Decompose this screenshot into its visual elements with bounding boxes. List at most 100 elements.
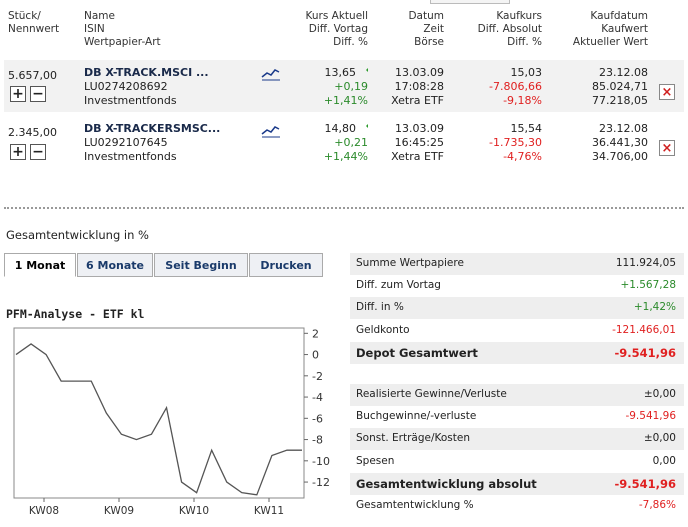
y-tick-label: -6 — [312, 412, 323, 425]
up-arrow-icon — [361, 68, 368, 75]
chart-link-icon[interactable] — [261, 67, 281, 81]
summary-value: -9.541,96 — [625, 410, 676, 423]
remove-button[interactable]: × — [659, 140, 675, 156]
summary-value: ±0,00 — [643, 432, 676, 445]
position-kaufwert: 85.024,71 — [592, 80, 648, 93]
position-zeit: 16:45:25 — [394, 136, 444, 149]
position-row — [4, 116, 684, 168]
plus-button[interactable]: + — [10, 144, 26, 160]
minus-button[interactable]: − — [30, 144, 46, 160]
position-diff-abs-pct: -4,76% — [503, 150, 542, 163]
position-diff-pct: +1,41% — [323, 94, 368, 107]
position-isin: LU0292107645 — [84, 136, 168, 149]
x-tick-label: KW11 — [254, 505, 284, 517]
section-title: Gesamtentwicklung in % — [6, 228, 149, 242]
summary-label: Buchgewinne/-verluste — [356, 410, 477, 423]
position-diff-vortag: +0,19 — [334, 80, 368, 93]
chart-title: PFM-Analyse - ETF kl — [6, 307, 145, 321]
y-tick-label: -8 — [312, 434, 323, 447]
summary-value: +1,42% — [633, 301, 676, 314]
y-tick-label: -10 — [312, 455, 330, 468]
series-line — [15, 343, 302, 496]
chart-link-icon[interactable] — [261, 124, 281, 138]
position-datum: 13.03.09 — [395, 122, 444, 135]
x-tick-label: KW09 — [104, 505, 134, 517]
summary-value: 111.924,05 — [615, 257, 676, 269]
summary-value: -121.466,01 — [612, 323, 676, 336]
summary-row: Gesamtentwicklung absolut -9.541,96 — [350, 472, 684, 495]
header-datum: Datum Zeit Börse — [408, 10, 444, 48]
position-diff-abs-pct: -9,18% — [503, 94, 542, 107]
position-aktueller-wert: 77.218,05 — [592, 94, 648, 107]
summary-label: Sonst. Erträge/Kosten — [356, 432, 470, 445]
summary-row: Buchgewinne/-verluste -9.541,96 — [350, 406, 684, 428]
position-kaufkurs: 15,03 — [510, 66, 543, 79]
summary-row: Spesen 0,00 — [350, 451, 684, 473]
summary-label: Diff. zum Vortag — [356, 279, 441, 292]
position-isin: LU0274208692 — [84, 80, 168, 93]
tab-1-monat[interactable]: 1 Monat — [4, 253, 76, 277]
position-diff-abs: -7.806,66 — [489, 80, 542, 93]
summary-value: 0,00 — [652, 454, 676, 467]
y-tick-label: 0 — [312, 349, 319, 362]
minus-button[interactable]: − — [30, 86, 46, 102]
summary-value: -9.541,96 — [614, 345, 676, 360]
position-diff-abs: -1.735,30 — [489, 136, 542, 149]
position-kaufdatum: 23.12.08 — [599, 66, 648, 79]
position-type: Investmentfonds — [84, 94, 177, 107]
position-kurs: 14,80 — [324, 122, 357, 135]
plus-button[interactable]: + — [10, 86, 26, 102]
position-datum: 13.03.09 — [395, 66, 444, 79]
y-tick-label: -12 — [312, 476, 330, 489]
header-kaufdatum: Kaufdatum Kaufwert Aktueller Wert — [572, 10, 648, 48]
position-kaufwert: 36.441,30 — [592, 136, 648, 149]
position-kaufkurs: 15,54 — [510, 122, 543, 135]
summary-label: Depot Gesamtwert — [356, 345, 478, 360]
tab-seit-beginn[interactable]: Seit Beginn — [154, 253, 248, 277]
summary-label: Gesamtentwicklung % — [356, 499, 474, 511]
summary-label: Realisierte Gewinne/Verluste — [356, 388, 507, 400]
position-zeit: 17:08:28 — [394, 80, 444, 93]
tab-6-monate[interactable]: 6 Monate — [77, 253, 153, 277]
position-qty: 5.657,00 — [8, 69, 57, 82]
summary-label: Summe Wertpapiere — [356, 257, 464, 269]
remove-button[interactable]: × — [659, 84, 675, 100]
summary-row: Sonst. Erträge/Kosten ±0,00 — [350, 428, 684, 451]
chart-frame — [13, 327, 305, 499]
position-type: Investmentfonds — [84, 150, 177, 163]
position-boerse: Xetra ETF — [391, 150, 444, 163]
summary-label: Geldkonto — [356, 323, 410, 336]
summary-row: Summe Wertpapiere 111.924,05 — [350, 253, 684, 275]
summary-row: Gesamtentwicklung % -7,86% — [350, 495, 684, 517]
summary-label: Gesamtentwicklung absolut — [356, 476, 537, 491]
header-kurs: Kurs Aktuell Diff. Vortag Diff. % — [305, 10, 368, 48]
up-arrow-icon — [361, 124, 368, 131]
header-kaufkurs: Kaufkurs Diff. Absolut Diff. % — [477, 10, 542, 48]
y-tick-label: -2 — [312, 370, 323, 383]
section-divider — [4, 207, 684, 209]
position-kaufdatum: 23.12.08 — [599, 122, 648, 135]
position-name-link[interactable]: DB X-TRACKERSMSC... — [84, 122, 221, 135]
header-qty: Stück/ Nennwert — [8, 10, 60, 35]
summary-value: +1.567,28 — [620, 279, 676, 292]
summary-row: Diff. in % +1,42% — [350, 297, 684, 320]
position-qty: 2.345,00 — [8, 126, 57, 139]
summary-value: ±0,00 — [643, 388, 676, 400]
tab-drucken[interactable]: Drucken — [249, 253, 323, 277]
summary-row: Geldkonto -121.466,01 — [350, 320, 684, 342]
summary-label: Diff. in % — [356, 301, 404, 314]
summary-value: -9.541,96 — [614, 476, 676, 491]
performance-chart: 2 0 -2 -4 -6 -8 -10 -12 KW08 KW09 KW10 KW11 — [13, 327, 330, 517]
position-aktueller-wert: 34.706,00 — [592, 150, 648, 163]
position-name-link[interactable]: DB X-TRACK.MSCI ... — [84, 66, 209, 79]
position-boerse: Xetra ETF — [391, 94, 444, 107]
summary-row: Realisierte Gewinne/Verluste ±0,00 — [350, 384, 684, 406]
y-tick-label: 2 — [312, 327, 319, 340]
top-tab-stub — [430, 0, 510, 4]
position-diff-pct: +1,44% — [323, 150, 368, 163]
position-kurs: 13,65 — [324, 66, 357, 79]
x-tick-label: KW08 — [29, 505, 59, 517]
summary-row: Depot Gesamtwert -9.541,96 — [350, 341, 684, 364]
summary-label: Spesen — [356, 454, 395, 467]
header-name: Name ISIN Wertpapier-Art — [84, 10, 161, 48]
